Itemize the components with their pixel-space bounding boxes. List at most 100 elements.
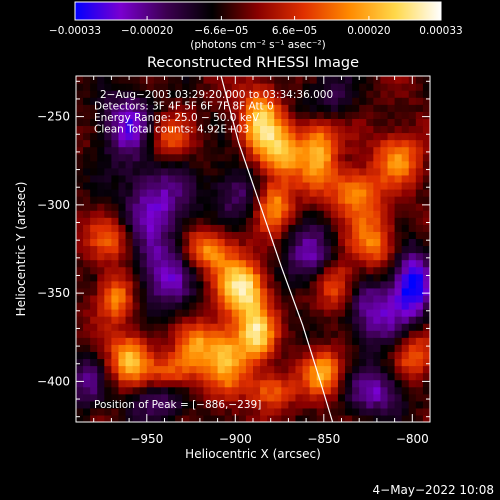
heatmap-cell [295, 337, 304, 345]
heatmap-cell [139, 259, 148, 268]
heatmap-cell [359, 365, 367, 374]
heatmap-cell [153, 104, 162, 112]
heatmap-cell [153, 203, 162, 211]
heatmap-cell [359, 146, 367, 155]
heatmap-cell [210, 139, 219, 148]
heatmap-cell [160, 407, 169, 416]
heatmap-cell [302, 372, 311, 381]
heatmap-cell [160, 174, 169, 183]
heatmap-cell [394, 146, 403, 155]
heatmap-cell [182, 337, 190, 345]
heatmap-cell [224, 294, 233, 303]
heatmap-cell [153, 174, 162, 183]
heatmap-cell [345, 139, 353, 148]
heatmap-cell [415, 273, 424, 282]
heatmap-cell [196, 118, 205, 127]
heatmap-cell [422, 83, 430, 91]
heatmap-cell [118, 414, 127, 422]
heatmap-cell [196, 259, 205, 268]
heatmap-cell [203, 153, 212, 162]
heatmap-cell [111, 146, 120, 155]
heatmap-cell [168, 372, 176, 381]
heatmap-cell [118, 97, 127, 105]
heatmap-cell [139, 153, 148, 162]
heatmap-cell [245, 344, 254, 352]
heatmap-cell [323, 344, 332, 352]
heatmap-cell [401, 97, 410, 105]
heatmap-cell [359, 372, 367, 381]
heatmap-cell [323, 196, 332, 204]
heatmap-cell [373, 196, 382, 204]
heatmap-cell [323, 252, 332, 261]
heatmap-cell [401, 400, 410, 409]
heatmap-cell [182, 83, 190, 91]
heatmap-cell [76, 132, 84, 141]
heatmap-cell [267, 174, 275, 183]
heatmap-cell [330, 210, 339, 218]
heatmap-cell [337, 259, 346, 268]
heatmap-cell [224, 97, 233, 105]
heatmap-cell [83, 245, 91, 254]
heatmap-cell [203, 104, 212, 112]
heatmap-cell [203, 301, 212, 310]
heatmap-cell [238, 224, 247, 232]
heatmap-cell [352, 132, 360, 141]
heatmap-cell [97, 294, 105, 303]
heatmap-cell [288, 287, 297, 296]
heatmap-cell [253, 83, 261, 91]
heatmap-cell [302, 118, 311, 127]
heatmap-cell [288, 323, 297, 331]
heatmap-cell [330, 245, 339, 254]
heatmap-cell [373, 351, 382, 360]
heatmap-cell [260, 125, 268, 134]
heatmap-cell [125, 365, 134, 374]
heatmap-cell [366, 111, 374, 119]
heatmap-cell [267, 386, 275, 395]
heatmap-cell [309, 351, 318, 360]
heatmap-cell [104, 372, 112, 381]
heatmap-cell [153, 160, 162, 169]
heatmap-cell [90, 301, 98, 310]
heatmap-cell [408, 224, 417, 232]
heatmap-cell [295, 309, 304, 317]
heatmap-cell [408, 287, 417, 296]
heatmap-cell [97, 76, 105, 84]
heatmap-cell [217, 231, 226, 240]
heatmap-cell [373, 273, 382, 282]
heatmap-cell [104, 266, 112, 275]
heatmap-cell [380, 181, 389, 190]
heatmap-cell [267, 181, 275, 190]
heatmap-cell [359, 351, 367, 360]
heatmap-cell [196, 125, 205, 134]
heatmap-cell [111, 287, 120, 296]
heatmap-cell [337, 323, 346, 331]
heatmap-cell [132, 125, 141, 134]
heatmap-cell [387, 259, 396, 268]
heatmap-cell [168, 386, 176, 395]
heatmap-cell [238, 393, 247, 402]
heatmap-cell [210, 76, 219, 84]
heatmap-cell [83, 280, 91, 289]
heatmap-cell [146, 146, 155, 155]
heatmap-cell [288, 210, 297, 218]
heatmap-cell [182, 372, 190, 381]
heatmap-cell [132, 365, 141, 374]
heatmap-cell [111, 210, 120, 218]
heatmap-cell [330, 393, 339, 402]
heatmap-cell [111, 174, 120, 183]
heatmap-cell [217, 181, 226, 190]
heatmap-cell [316, 309, 325, 317]
heatmap-cell [125, 83, 134, 91]
heatmap-cell [196, 287, 205, 296]
heatmap-cell [330, 294, 339, 303]
heatmap-cell [139, 330, 148, 338]
heatmap-cell [189, 104, 197, 112]
heatmap-cell [217, 280, 226, 289]
heatmap-cell [267, 294, 275, 303]
heatmap-cell [189, 379, 197, 388]
heatmap-cell [323, 273, 332, 282]
heatmap-cell [380, 196, 389, 204]
heatmap-cell [366, 231, 374, 240]
heatmap-cell [309, 132, 318, 141]
heatmap-cell [76, 97, 84, 105]
